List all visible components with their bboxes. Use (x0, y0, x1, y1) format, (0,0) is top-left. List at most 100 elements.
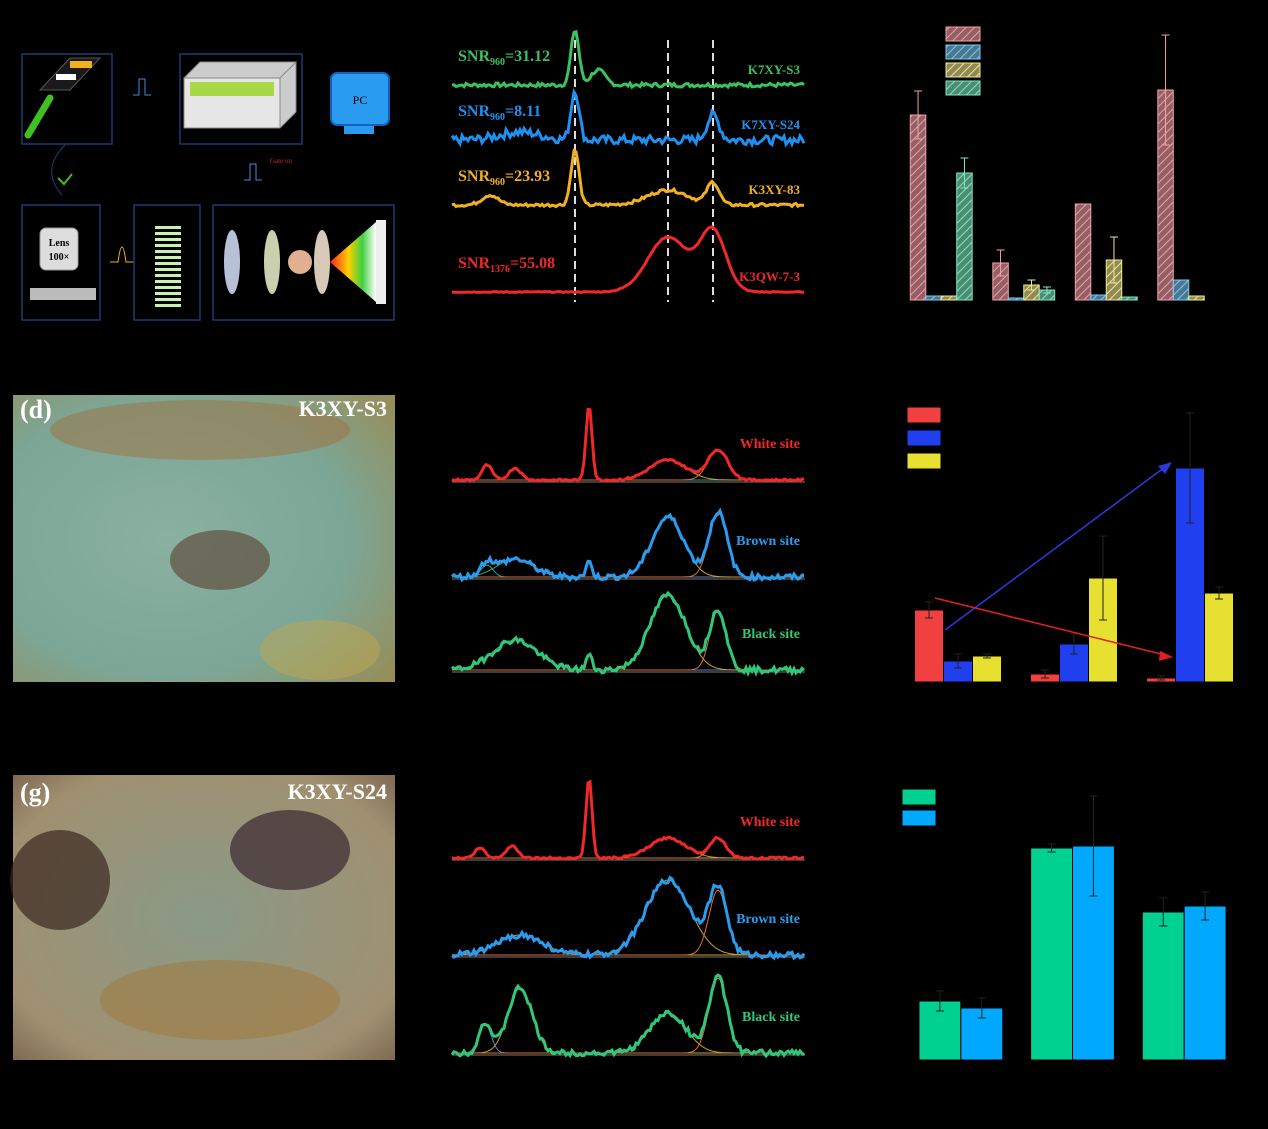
legend-swatch (907, 407, 941, 423)
bar (972, 655, 1002, 683)
snr-text: SNR (458, 48, 490, 65)
error-bar (954, 653, 962, 669)
pc-monitor (330, 72, 390, 126)
spectrum (451, 225, 805, 295)
error-bar (977, 997, 986, 1019)
error-bar (1099, 535, 1107, 621)
stain (10, 830, 110, 930)
fiber-arrow (57, 173, 73, 186)
bar (914, 609, 944, 683)
bar (909, 114, 927, 301)
error-bar (1159, 897, 1168, 927)
snr-text: SNR (458, 103, 490, 120)
spectrum (451, 875, 806, 961)
error-bar (1157, 675, 1165, 681)
schematic: Gate on PC Lens 100× (21, 53, 395, 321)
legend-swatch (902, 810, 936, 826)
bar (1074, 203, 1092, 301)
lens (224, 230, 240, 294)
laser-stripe (70, 61, 92, 68)
arrowhead (1159, 651, 1173, 661)
spectrum (450, 590, 806, 678)
spectrum (451, 507, 805, 583)
stain (50, 400, 350, 460)
legend-swatch (945, 26, 981, 42)
stripe (155, 232, 181, 235)
bar (1141, 911, 1185, 1061)
legend-swatch (945, 80, 981, 96)
snr-label: SNR960=31.12 (458, 48, 550, 68)
pc-stand (344, 126, 374, 134)
legend-swatch (907, 430, 941, 446)
stripe (155, 286, 181, 289)
trend-arrow (944, 466, 1166, 631)
fiber (51, 144, 66, 196)
stripe (155, 292, 181, 295)
snr-text: SNR (458, 255, 490, 272)
site-label: Brown site (736, 912, 800, 927)
laser-beam (24, 94, 54, 139)
bar (1121, 296, 1138, 301)
display (190, 82, 274, 96)
bar (1007, 297, 1025, 301)
objective (39, 227, 79, 271)
error-bar (914, 90, 923, 140)
error-bar (1070, 633, 1078, 655)
error-bar (1109, 236, 1118, 284)
stripe (155, 280, 181, 283)
site-label: Black site (742, 627, 800, 642)
error-bar (1161, 34, 1170, 146)
spectrum (452, 449, 804, 481)
error-bar (996, 249, 1005, 277)
bar (925, 295, 942, 301)
ccd (376, 220, 386, 304)
stripe (155, 298, 181, 301)
error-bar (1047, 843, 1056, 853)
site-label: Brown site (736, 534, 800, 549)
sample-label: K3XY-S24 (288, 779, 387, 804)
stage (30, 288, 96, 300)
stripe (155, 256, 181, 259)
error-bar (1215, 586, 1223, 600)
snr-subscript: 960 (490, 112, 505, 123)
snr-label: SNR1376=55.08 (458, 255, 555, 275)
site-label: White site (740, 815, 800, 830)
stripe (155, 268, 181, 271)
spectrum (451, 779, 805, 861)
snr-subscript: 1376 (490, 264, 510, 275)
gate-text: Gate on (270, 157, 292, 165)
bar (1090, 294, 1107, 301)
sample-name: K7XY-S3 (748, 62, 801, 77)
dispersion (330, 222, 376, 302)
snr-value: =31.12 (505, 48, 550, 65)
spectrum (450, 973, 805, 1059)
legend-swatch (945, 44, 981, 60)
spectrum (452, 977, 804, 1054)
panel-label: (g) (20, 778, 50, 807)
legend-swatch (907, 453, 941, 469)
lens (264, 230, 280, 294)
error-bar (1042, 286, 1051, 294)
bar (1172, 279, 1190, 301)
stripe (155, 226, 181, 229)
snr-label: SNR960=8.11 (458, 103, 541, 123)
error-bar (1089, 795, 1098, 897)
bar (1183, 905, 1227, 1061)
particles (288, 250, 312, 274)
panel-label: (d) (20, 395, 52, 424)
sample-name: K3QW-7-3 (739, 269, 800, 284)
snr-value: =23.93 (505, 168, 550, 185)
legend-swatch (902, 789, 936, 805)
bar (956, 172, 973, 301)
stripe (155, 250, 181, 253)
error-bar (1041, 669, 1049, 679)
grating-box (133, 204, 201, 321)
mag-text: 100× (49, 252, 70, 263)
spectrum (450, 88, 806, 149)
snr-value: =55.08 (510, 255, 555, 272)
laser-stripe (56, 74, 76, 80)
snr-subscript: 960 (490, 177, 505, 188)
error-bar (983, 653, 991, 659)
bar (1188, 295, 1205, 301)
